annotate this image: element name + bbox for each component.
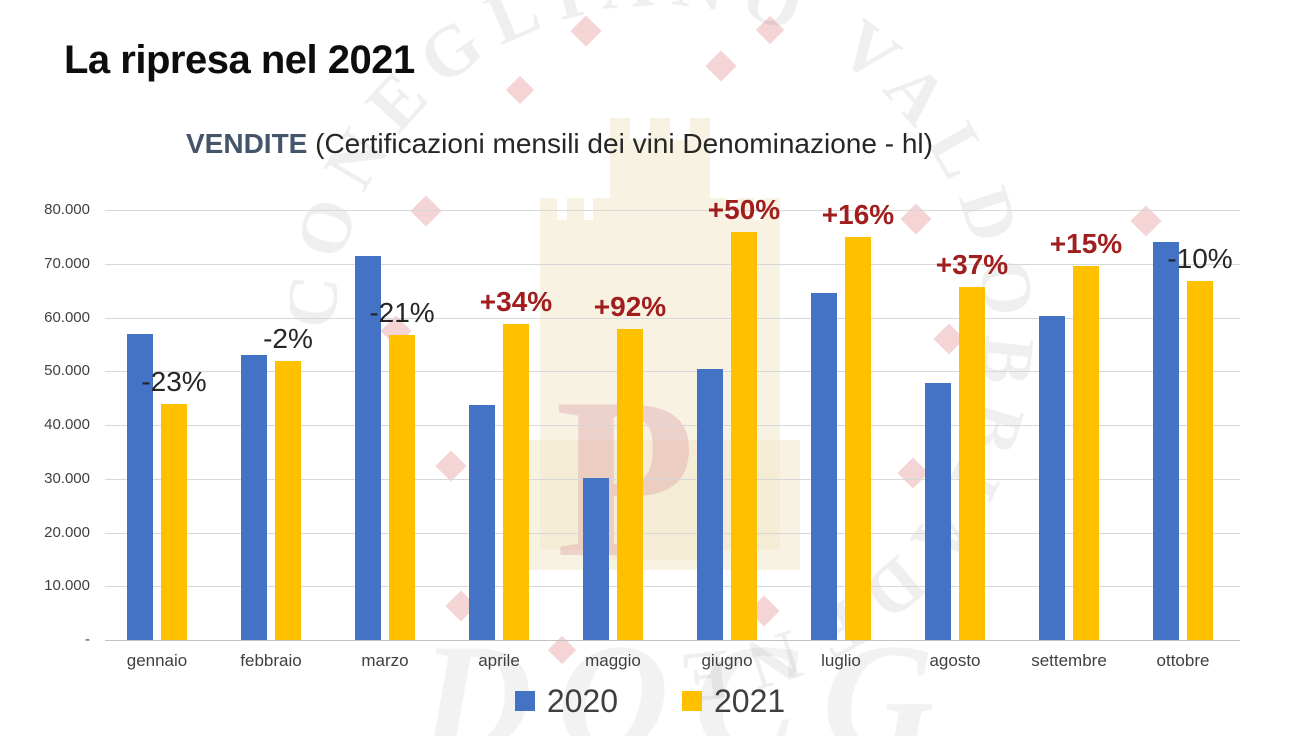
gridline-40000 [105, 425, 1240, 426]
chart-title: VENDITE (Certificazioni mensili dei vini… [186, 128, 933, 160]
x-axis-label-ottobre: ottobre [1156, 651, 1210, 670]
bar-2020-settembre [1039, 316, 1065, 640]
chart-legend: 2020 2021 [0, 685, 1300, 717]
y-axis-tick-label: 10.000 [44, 577, 90, 595]
pct-change-label-aprile: +34% [479, 286, 553, 317]
pct-change-label-settembre: +15% [1049, 228, 1123, 259]
chart-title-emphasis: VENDITE [186, 128, 308, 159]
bar-2021-agosto [959, 287, 985, 640]
y-axis-tick-label: 80.000 [44, 201, 90, 218]
pct-change-label-gennaio: -23% [141, 366, 207, 397]
x-axis-label-luglio: luglio [821, 651, 861, 670]
y-axis-tick-label: 70.000 [44, 254, 90, 272]
bar-2020-luglio [811, 293, 837, 640]
y-axis-tick-label: 60.000 [44, 308, 90, 326]
x-axis-label-febbraio: febbraio [240, 651, 302, 670]
y-axis-tick-label: 20.000 [44, 523, 90, 541]
pct-change-label-luglio: +16% [821, 199, 895, 230]
legend-label-2020: 2020 [546, 683, 618, 719]
bar-2020-maggio [583, 478, 609, 640]
bar-2020-giugno [697, 369, 723, 640]
pct-change-label-agosto: +37% [935, 249, 1009, 280]
bar-2021-settembre [1073, 266, 1099, 640]
gridline-50000 [105, 371, 1240, 373]
legend-label-2021: 2021 [714, 683, 786, 719]
gridline-70000 [105, 263, 1240, 265]
y-axis-tick-label: - [85, 631, 90, 648]
gridline-10000 [105, 586, 1240, 588]
legend-swatch-2021 [682, 691, 702, 711]
bar-2021-febbraio [275, 361, 301, 640]
x-axis-label-gennaio: gennaio [126, 651, 188, 670]
bar-2020-ottobre [1153, 242, 1179, 640]
pct-change-label-ottobre: -10% [1167, 243, 1233, 274]
bar-2020-agosto [925, 383, 951, 640]
x-axis-label-maggio: maggio [585, 651, 641, 670]
bar-2021-gennaio [161, 404, 187, 640]
pct-change-label-maggio: +92% [593, 291, 667, 322]
bar-2020-febbraio [241, 355, 267, 640]
gridline-20000 [105, 532, 1240, 534]
bar-2020-aprile [469, 405, 495, 640]
pct-change-label-febbraio: -2% [263, 323, 313, 354]
x-axis-label-giugno: giugno [701, 651, 753, 670]
bar-2020-marzo [355, 256, 381, 640]
pct-change-label-marzo: -21% [369, 297, 435, 328]
x-axis-label-agosto: agosto [929, 651, 981, 670]
pct-change-label-giugno: +50% [707, 194, 781, 225]
y-axis-tick-label: 50.000 [44, 362, 90, 380]
x-axis-label-settembre: settembre [1031, 651, 1107, 670]
gridline-30000 [105, 478, 1240, 480]
bar-2021-maggio [617, 329, 643, 640]
legend-item-2020: 2020 [514, 683, 618, 719]
slide-title: La ripresa nel 2021 [64, 38, 415, 82]
legend-item-2021: 2021 [682, 685, 785, 717]
gridline-0 [105, 640, 1240, 641]
x-axis-label-aprile: aprile [478, 651, 520, 670]
y-axis-tick-label: 30.000 [44, 469, 90, 487]
bar-2021-aprile [503, 324, 529, 640]
y-axis-tick-label: 40.000 [44, 416, 90, 433]
bar-2021-luglio [845, 237, 871, 640]
bar-2020-gennaio [127, 334, 153, 640]
gridline-60000 [105, 317, 1240, 319]
chart-title-rest: (Certificazioni mensili dei vini Denomin… [307, 128, 933, 159]
bar-2021-giugno [731, 232, 757, 640]
x-axis-label-marzo: marzo [361, 651, 409, 670]
gridline-80000 [105, 210, 1240, 211]
legend-swatch-2020 [514, 691, 535, 711]
bar-2021-ottobre [1187, 281, 1213, 640]
bar-2021-marzo [389, 335, 415, 640]
